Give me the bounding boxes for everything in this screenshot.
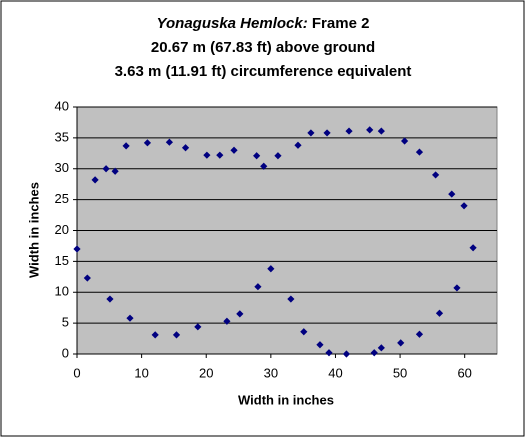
point	[345, 127, 353, 135]
y-tick-label: 40	[55, 98, 69, 113]
y-tick-label: 5	[62, 315, 69, 330]
point	[194, 323, 202, 331]
point	[165, 138, 173, 146]
point	[143, 139, 152, 147]
point	[300, 328, 308, 336]
y-tick-label: 15	[55, 253, 69, 268]
point	[260, 162, 268, 170]
point	[151, 331, 159, 339]
point	[181, 144, 190, 152]
point	[106, 295, 114, 303]
point	[287, 295, 295, 303]
y-tick-label: 0	[62, 345, 69, 360]
point	[230, 146, 238, 154]
point	[377, 344, 385, 352]
point	[294, 141, 302, 149]
x-tick-label: 10	[134, 365, 148, 380]
point	[366, 126, 374, 134]
point	[267, 265, 275, 273]
point	[172, 331, 181, 339]
point	[435, 309, 444, 317]
point	[325, 349, 333, 357]
point	[415, 330, 424, 338]
point	[216, 151, 224, 159]
point	[236, 310, 244, 318]
point	[323, 129, 331, 137]
point	[274, 152, 282, 160]
point	[460, 202, 468, 210]
y-axis-label: Width in inches	[26, 182, 41, 278]
point	[254, 283, 262, 291]
point	[432, 171, 440, 179]
x-tick-label: 60	[457, 365, 471, 380]
point	[316, 341, 324, 349]
point	[370, 349, 378, 357]
point	[122, 142, 130, 150]
point	[397, 339, 405, 347]
y-tick-label: 10	[55, 284, 69, 299]
point	[253, 152, 261, 160]
x-tick-label: 20	[199, 365, 213, 380]
subtitle: 20.67 m (67.83 ft) above ground	[151, 39, 375, 56]
point	[448, 190, 456, 198]
point	[415, 148, 424, 156]
y-tick-label: 35	[55, 129, 69, 144]
subtitle: 3.63 m (11.91 ft) circumference equivale…	[115, 63, 412, 80]
point	[83, 274, 91, 282]
point	[126, 314, 134, 322]
x-tick-label: 40	[328, 365, 342, 380]
point	[307, 129, 315, 137]
x-axis-label: Width in inches	[238, 392, 334, 407]
x-tick-label: 0	[73, 365, 80, 380]
point	[73, 245, 81, 253]
point	[102, 165, 110, 173]
title-rest: Frame 2	[312, 15, 370, 32]
point	[342, 350, 351, 358]
point	[401, 137, 409, 145]
y-tick-label: 30	[55, 160, 69, 175]
y-tick-label: 25	[55, 191, 69, 206]
x-tick-label: 30	[264, 365, 278, 380]
point	[111, 167, 119, 175]
title-emphasis: Yonaguska Hemlock:	[157, 15, 308, 32]
point	[203, 151, 211, 159]
point	[91, 176, 99, 184]
chart-title: Yonaguska Hemlock: Frame 2	[157, 15, 370, 32]
x-tick-label: 50	[393, 365, 407, 380]
point	[453, 284, 461, 292]
point	[223, 317, 231, 325]
y-tick-label: 20	[55, 222, 69, 237]
point	[469, 244, 477, 252]
point	[377, 127, 385, 135]
